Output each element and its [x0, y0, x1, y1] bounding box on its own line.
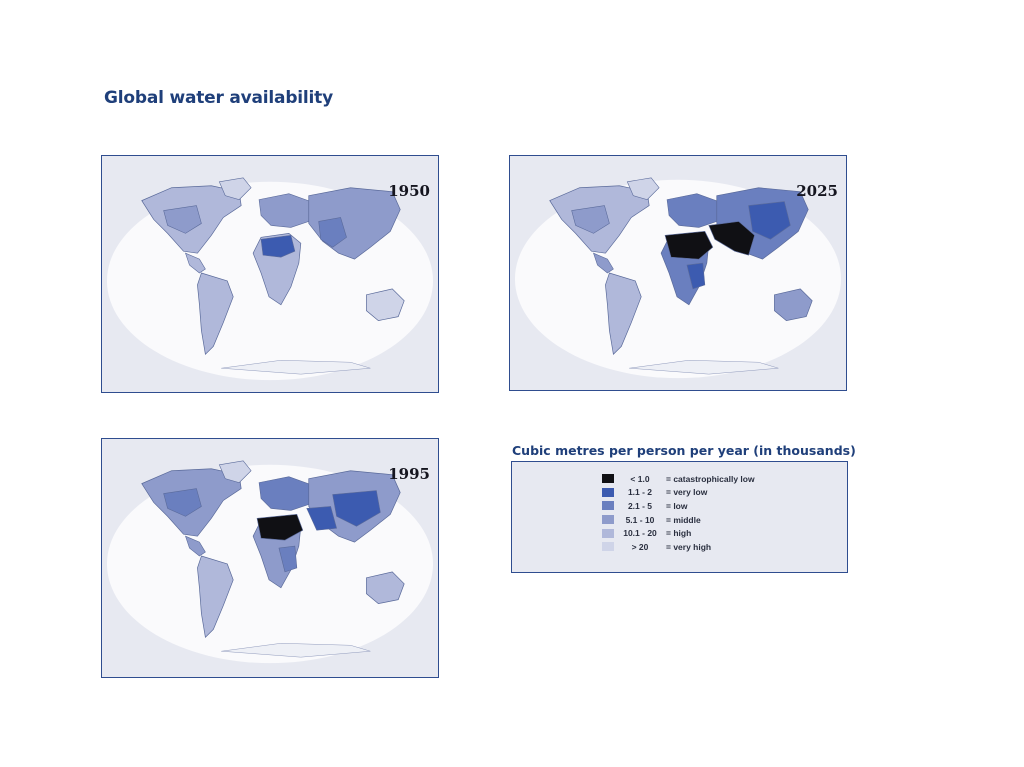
legend-item: 5.1 - 10 = middle — [602, 513, 755, 527]
legend-label: = catastrophically low — [666, 473, 755, 484]
legend-heading: Cubic metres per person per year (in tho… — [512, 443, 856, 458]
world-map-1950 — [106, 177, 434, 381]
legend-label: = low — [666, 500, 688, 511]
legend-range: 5.1 - 10 — [625, 514, 655, 525]
legend-range: 2.1 - 5 — [627, 500, 653, 511]
legend-item: < 1.0 = catastrophically low — [602, 472, 755, 486]
legend-swatch — [602, 474, 614, 484]
legend-label: = very high — [666, 541, 712, 552]
legend-swatch — [602, 515, 614, 525]
legend: < 1.0 = catastrophically low 1.1 - 2 = v… — [511, 461, 848, 573]
legend-range: 1.1 - 2 — [627, 487, 653, 498]
map-year-label: 1950 — [388, 182, 430, 200]
map-year-label: 1995 — [388, 465, 430, 483]
legend-range: > 20 — [631, 541, 649, 552]
legend-item: 10.1 - 20 = high — [602, 526, 755, 540]
legend-label: = very low — [666, 487, 708, 498]
legend-range: 10.1 - 20 — [623, 528, 657, 539]
legend-label: = middle — [666, 514, 701, 525]
legend-rows: < 1.0 = catastrophically low 1.1 - 2 = v… — [602, 472, 755, 554]
legend-item: 2.1 - 5 = low — [602, 499, 755, 513]
world-map-1995 — [106, 460, 434, 664]
legend-label: = high — [666, 528, 692, 539]
map-year-label: 2025 — [796, 182, 838, 200]
page-title: Global water availability — [104, 88, 333, 108]
legend-swatch — [602, 487, 614, 497]
legend-item: > 20 = very high — [602, 540, 755, 554]
legend-swatch — [602, 542, 614, 552]
legend-swatch — [602, 501, 614, 511]
map-1995: 1995 — [101, 438, 439, 678]
world-map-2025 — [514, 177, 842, 379]
legend-range: < 1.0 — [630, 473, 650, 484]
map-2025: 2025 — [509, 155, 847, 391]
legend-swatch — [602, 528, 614, 538]
legend-item: 1.1 - 2 = very low — [602, 486, 755, 500]
map-1950: 1950 — [101, 155, 439, 393]
